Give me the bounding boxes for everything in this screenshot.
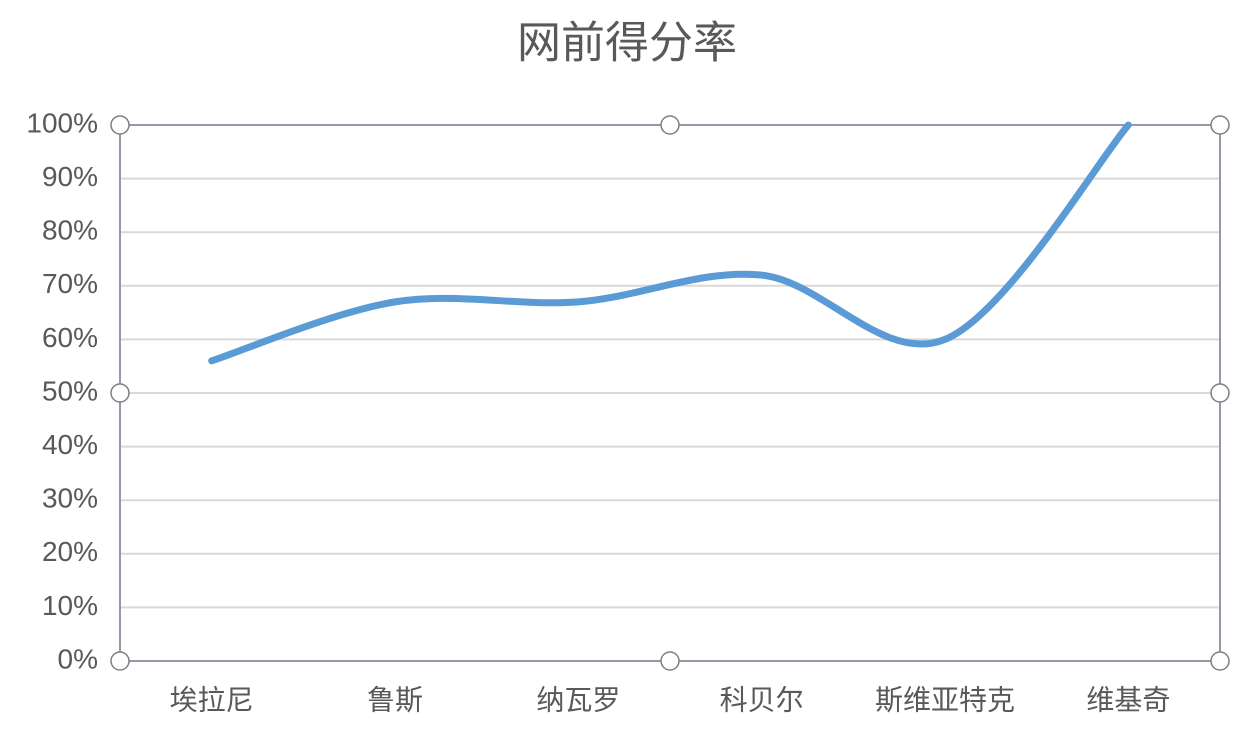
x-tick-label: 科贝尔 — [720, 684, 804, 717]
y-tick-label: 50% — [42, 375, 98, 406]
handle — [110, 651, 130, 671]
y-tick-label: 70% — [42, 268, 98, 299]
selection-handles — [110, 115, 1230, 671]
y-tick-label: 80% — [42, 215, 98, 246]
series — [208, 121, 1132, 365]
x-tick-label: 斯维亚特克 — [875, 684, 1015, 717]
y-tick-label: 30% — [42, 483, 98, 514]
x-tick-label: 埃拉尼 — [170, 684, 254, 717]
y-tick-label: 60% — [42, 322, 98, 353]
handle — [1210, 383, 1230, 403]
y-tick-label: 10% — [42, 590, 98, 621]
y-tick-label: 40% — [42, 429, 98, 460]
handle — [110, 383, 130, 403]
grid — [120, 124, 1220, 662]
handle — [110, 115, 130, 135]
x-tick-label: 鲁斯 — [367, 684, 423, 717]
handle — [1210, 115, 1230, 135]
x-tick-label: 纳瓦罗 — [536, 684, 620, 717]
x-tick-label: 维基奇 — [1086, 684, 1170, 717]
handle — [660, 651, 680, 671]
y-tick-label: 100% — [26, 107, 98, 138]
handle — [1210, 651, 1230, 671]
y-tick-label: 90% — [42, 161, 98, 192]
chart-title: 网前得分率 — [517, 18, 737, 69]
y-tick-label: 0% — [58, 643, 98, 674]
handle — [660, 115, 680, 135]
series-line — [208, 121, 1132, 365]
y-tick-label: 20% — [42, 536, 98, 567]
